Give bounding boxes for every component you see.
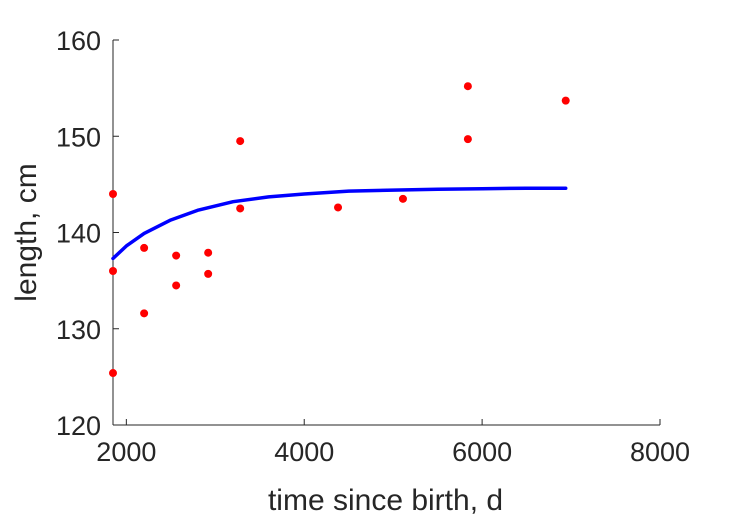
- data-point: [172, 281, 181, 290]
- data-point: [236, 137, 245, 146]
- y-tick-label: 130: [56, 315, 101, 345]
- data-point: [561, 96, 570, 105]
- data-point: [172, 251, 181, 260]
- data-point: [140, 309, 149, 318]
- data-point: [236, 204, 245, 213]
- x-axis-title: time since birth, d: [268, 484, 503, 517]
- x-tick-label: 8000: [630, 437, 690, 467]
- fit-curve: [111, 186, 568, 261]
- data-point: [334, 203, 343, 212]
- data-point: [463, 135, 472, 144]
- y-tick-label: 160: [56, 26, 101, 56]
- y-axis-title: length, cm: [10, 163, 43, 301]
- data-point: [463, 82, 472, 91]
- data-point: [140, 243, 149, 252]
- x-tick-label: 6000: [452, 437, 512, 467]
- y-tick-label: 120: [56, 411, 101, 441]
- data-point: [109, 267, 117, 275]
- data-point: [398, 194, 407, 203]
- y-tick-label: 140: [56, 219, 101, 249]
- tick-labels: 2000 4000 6000 8000 120 130 140 150 160: [56, 26, 690, 467]
- data-points-layer: [109, 82, 570, 378]
- axes: [112, 39, 661, 426]
- data-point: [204, 269, 213, 278]
- y-tick-label: 150: [56, 122, 101, 152]
- x-tick-label: 2000: [96, 437, 156, 467]
- x-tick-label: 4000: [274, 437, 334, 467]
- data-point: [109, 369, 117, 378]
- fit-curve-layer: [111, 186, 568, 261]
- data-point: [109, 190, 117, 198]
- data-point: [204, 248, 213, 257]
